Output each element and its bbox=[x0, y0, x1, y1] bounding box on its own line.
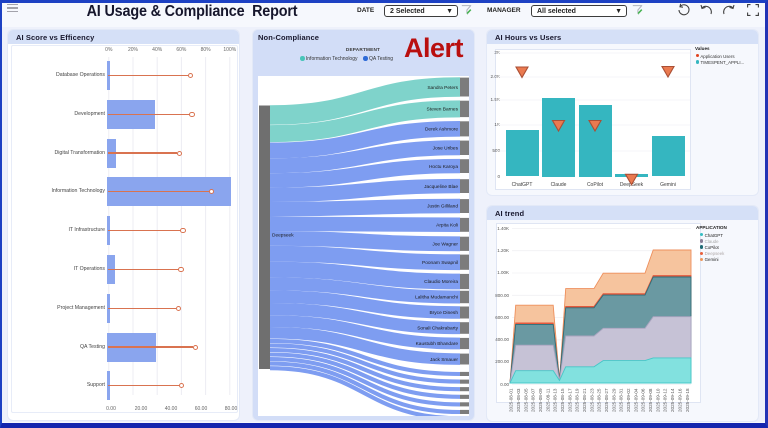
svg-text:2025-08-27: 2025-08-27 bbox=[604, 388, 609, 412]
svg-text:2025-08-11: 2025-08-11 bbox=[545, 388, 550, 412]
svg-text:Bryce Dinesh: Bryce Dinesh bbox=[429, 310, 458, 316]
svg-text:Sandra Peters: Sandra Peters bbox=[427, 85, 458, 91]
svg-text:Joe Wagner: Joe Wagner bbox=[432, 242, 458, 248]
svg-text:2025-09-04: 2025-09-04 bbox=[633, 388, 638, 412]
svg-text:2025-08-09: 2025-08-09 bbox=[538, 388, 543, 412]
svg-text:2025-08-07: 2025-08-07 bbox=[531, 388, 536, 412]
svg-text:2025-09-18: 2025-09-18 bbox=[685, 388, 690, 412]
svg-text:2025-08-03: 2025-08-03 bbox=[516, 388, 521, 412]
svg-text:Jacqueline Blae: Jacqueline Blae bbox=[424, 184, 458, 190]
svg-text:Kaustubh Bhandare: Kaustubh Bhandare bbox=[415, 341, 458, 347]
svg-text:2025-09-06: 2025-09-06 bbox=[641, 388, 646, 412]
svg-text:Derek Ashmore: Derek Ashmore bbox=[424, 127, 457, 133]
svg-text:Sonali Chakrabarty: Sonali Chakrabarty bbox=[417, 326, 458, 332]
svg-text:2025-08-23: 2025-08-23 bbox=[589, 388, 594, 412]
svg-text:2025-09-08: 2025-09-08 bbox=[648, 388, 653, 412]
svg-text:2025-09-12: 2025-09-12 bbox=[663, 388, 668, 412]
svg-text:2025-08-13: 2025-08-13 bbox=[553, 388, 558, 412]
svg-text:2025-08-25: 2025-08-25 bbox=[597, 388, 602, 412]
svg-text:2025-09-14: 2025-09-14 bbox=[670, 388, 675, 412]
svg-text:2025-08-21: 2025-08-21 bbox=[582, 388, 587, 412]
svg-text:Arpita Koli: Arpita Koli bbox=[436, 223, 458, 229]
svg-text:2025-09-02: 2025-09-02 bbox=[626, 388, 631, 412]
svg-text:2025-08-05: 2025-08-05 bbox=[523, 388, 528, 412]
svg-text:2025-08-31: 2025-08-31 bbox=[619, 388, 624, 412]
svg-text:Poonam Swapnil: Poonam Swapnil bbox=[422, 260, 458, 266]
svg-text:2025-09-10: 2025-09-10 bbox=[655, 388, 660, 412]
svg-text:Justin Gilliland: Justin Gilliland bbox=[427, 204, 458, 210]
svg-text:Deepseek: Deepseek bbox=[272, 233, 294, 239]
svg-text:2025-08-15: 2025-08-15 bbox=[560, 388, 565, 412]
svg-text:Lalitha Mudamanchi: Lalitha Mudamanchi bbox=[415, 295, 458, 301]
svg-text:Claudio Moreira: Claudio Moreira bbox=[424, 279, 458, 285]
svg-text:Hoctu Karoya: Hoctu Karoya bbox=[428, 164, 457, 170]
svg-text:Jack Smauer: Jack Smauer bbox=[430, 357, 458, 363]
svg-text:2025-08-01: 2025-08-01 bbox=[509, 388, 514, 412]
svg-text:2025-08-29: 2025-08-29 bbox=[611, 388, 616, 412]
svg-text:Jose Uribes: Jose Uribes bbox=[432, 146, 458, 152]
svg-text:2025-08-17: 2025-08-17 bbox=[567, 388, 572, 412]
svg-text:2025-09-16: 2025-09-16 bbox=[677, 388, 682, 412]
svg-text:Steven Barnes: Steven Barnes bbox=[426, 107, 458, 113]
svg-text:2025-08-19: 2025-08-19 bbox=[575, 388, 580, 412]
